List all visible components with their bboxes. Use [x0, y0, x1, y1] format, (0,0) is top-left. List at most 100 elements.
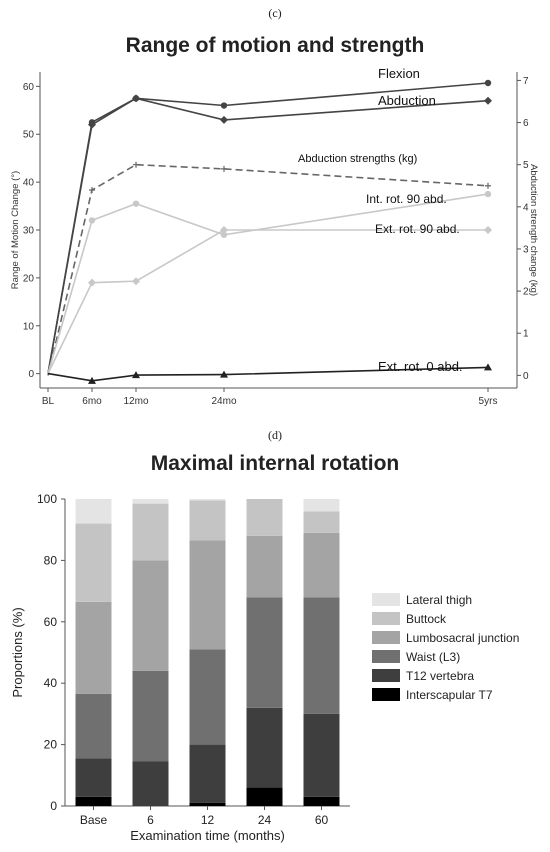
data-point-ext-rot-90-abd — [484, 226, 492, 234]
bar-segment-lumbosacral-junction — [303, 532, 340, 598]
chart-title-rom: Range of motion and strength — [125, 34, 425, 57]
legend-label-lateral-thigh: Lateral thigh — [406, 593, 472, 607]
bar-segment-lumbosacral-junction — [132, 560, 169, 671]
bar-segment-buttock — [75, 523, 112, 602]
bar-segment-interscapular-t7 — [189, 802, 226, 806]
chart-title-rotation: Maximal internal rotation — [150, 452, 400, 475]
x-tick-label: 6mo — [82, 396, 102, 407]
y-axis-label: Range of Motion Change (°) — [10, 171, 21, 289]
data-point-ext-rot-0-abd — [220, 370, 228, 378]
bar-segment-t12-vertebra — [75, 758, 112, 797]
data-point-flexion — [220, 102, 228, 109]
y-axis-label: Proportions (%) — [10, 607, 25, 697]
legend-swatch-interscapular-t7 — [372, 688, 400, 701]
data-point-int-rot-90-abd — [88, 217, 96, 224]
bar-segment-lumbosacral-junction — [189, 540, 226, 650]
legend-label-t12-vertebra: T12 vertebra — [406, 669, 474, 683]
y-tick-label: 60 — [44, 615, 58, 629]
series-label-ext-rot-90-abd: Ext. rot. 90 abd. — [375, 222, 460, 236]
x-tick-label: 60 — [315, 813, 329, 827]
legend-swatch-t12-vertebra — [372, 669, 400, 682]
x-tick-label: 6 — [147, 813, 154, 827]
bar-segment-lateral-thigh — [303, 499, 340, 512]
bar-segment-t12-vertebra — [189, 744, 226, 803]
y2-tick-label: 0 — [523, 371, 529, 382]
x-tick-label: 24mo — [211, 396, 236, 407]
data-point-abduction-strengths-kg — [89, 186, 95, 193]
bar-segment-interscapular-t7 — [303, 796, 340, 806]
panel-label-d: (d) — [268, 428, 282, 442]
y-tick-label: 20 — [44, 738, 58, 752]
data-point-ext-rot-90-abd — [132, 277, 140, 286]
bar-segment-buttock — [132, 503, 169, 561]
bar-segment-lateral-thigh — [132, 499, 169, 504]
series-label-abduction: Abduction — [378, 93, 436, 108]
series-line-ext-rot-90-abd — [47, 229, 488, 374]
bar-segment-buttock — [246, 499, 283, 536]
bar-segment-lumbosacral-junction — [246, 535, 283, 598]
data-point-abduction — [484, 96, 492, 105]
x-tick-label: 12 — [201, 813, 215, 827]
series-label-int-rot-90-abd: Int. rot. 90 abd. — [366, 192, 447, 206]
data-point-abduction — [132, 94, 140, 103]
x-tick-label: 12mo — [123, 396, 148, 407]
bar-segment-waist-l3 — [246, 597, 283, 708]
y-tick-label: 60 — [23, 82, 35, 93]
series-label-abduction-strengths-kg: Abduction strengths (kg) — [298, 153, 417, 165]
legend-label-interscapular-t7: Interscapular T7 — [406, 688, 493, 702]
y-tick-label: 40 — [23, 178, 35, 189]
bar-segment-waist-l3 — [303, 597, 340, 714]
x-tick-label: Base — [80, 813, 108, 827]
x-tick-label: 24 — [258, 813, 272, 827]
internal-rotation-chart: 0 20 40 60 80 100 Base 6 12 24 60 Examination time … — [10, 492, 519, 843]
legend-swatch-lateral-thigh — [372, 593, 400, 606]
y-tick-label: 0 — [28, 369, 34, 380]
bar-segment-t12-vertebra — [132, 761, 169, 806]
legend-swatch-waist-l3 — [372, 650, 400, 663]
y-tick-label: 80 — [44, 553, 58, 567]
bar-segment-buttock — [303, 511, 340, 533]
bar-segment-interscapular-t7 — [75, 796, 112, 806]
x-tick-label: 5yrs — [479, 396, 498, 407]
series-label-flexion: Flexion — [378, 66, 420, 81]
data-point-int-rot-90-abd — [484, 190, 492, 198]
bar-segment-interscapular-t7 — [246, 787, 283, 806]
bar-segment-waist-l3 — [75, 693, 112, 759]
y-tick-label: 0 — [50, 799, 57, 813]
y2-tick-label: 3 — [523, 244, 529, 255]
legend-label-waist-l3: Waist (L3) — [406, 650, 460, 664]
x-axis-label: Examination time (months) — [130, 828, 285, 843]
x-tick-label: BL — [42, 396, 55, 407]
panel-label-c: (c) — [268, 6, 282, 20]
y-tick-label: 10 — [23, 321, 35, 332]
data-point-ext-rot-0-abd — [88, 376, 96, 384]
data-point-ext-rot-90-abd — [88, 278, 96, 287]
y-tick-label: 30 — [23, 226, 35, 237]
y2-tick-label: 5 — [523, 160, 529, 171]
data-point-int-rot-90-abd — [220, 231, 228, 238]
data-point-abduction — [88, 120, 96, 129]
legend-label-buttock: Buttock — [406, 612, 447, 626]
y-tick-label: 100 — [37, 492, 57, 506]
data-point-abduction-strengths-kg — [485, 182, 491, 189]
y-tick-label: 40 — [44, 676, 58, 690]
range-of-motion-chart: 0 10 20 30 40 50 60 0 1 2 3 4 5 6 7 BL 6mo 12mo 24mo 5yrs Ra… — [10, 66, 539, 407]
bar-segment-waist-l3 — [132, 670, 169, 762]
data-point-abduction — [220, 115, 228, 124]
y2-tick-label: 6 — [523, 118, 529, 129]
y2-tick-label: 4 — [523, 202, 529, 213]
legend-label-lumbosacral-junction: Lumbosacral junction — [406, 631, 519, 645]
series-line-abduction-strengths-kg — [47, 163, 489, 376]
y2-tick-label: 2 — [523, 287, 529, 298]
bar-segment-lateral-thigh — [189, 499, 226, 501]
legend-swatch-buttock — [372, 612, 400, 625]
data-point-ext-rot-0-abd — [132, 371, 140, 379]
y-tick-label: 20 — [23, 273, 35, 284]
data-point-abduction-strengths-kg — [133, 161, 139, 168]
y2-tick-label: 1 — [523, 329, 529, 340]
bar-segment-t12-vertebra — [246, 707, 283, 788]
data-point-flexion — [484, 79, 492, 87]
bar-segment-t12-vertebra — [303, 713, 340, 797]
data-point-ext-rot-90-abd — [220, 226, 228, 234]
bar-segment-lateral-thigh — [75, 499, 112, 524]
